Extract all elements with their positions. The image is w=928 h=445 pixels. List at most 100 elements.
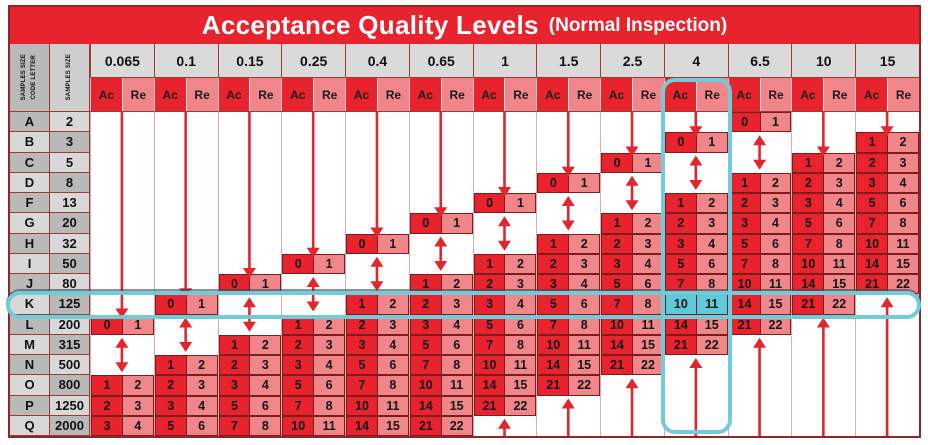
re-value-cell: 22 (569, 375, 601, 396)
empty-cell (600, 193, 664, 214)
aql-level-header: 2.5 (600, 44, 664, 78)
re-value-cell: 11 (824, 253, 856, 274)
code-letter-cell: O (10, 375, 50, 396)
ac-header: Ac (791, 78, 824, 111)
ac-value-cell: 3 (218, 375, 251, 396)
re-value-cell: 8 (314, 395, 346, 416)
empty-cell (90, 274, 154, 295)
ac-value-cell: 0 (218, 274, 251, 295)
re-value-cell: 4 (377, 334, 409, 355)
table-row: H 32 0 1 1 2 2 3 3 4 5 6 7 8 10 11 (10, 233, 919, 254)
re-value-cell: 6 (377, 355, 409, 376)
value-cell: 14 15 (791, 274, 856, 295)
sample-size-cell: 3 (50, 132, 90, 153)
ac-value-cell: 5 (282, 375, 315, 396)
re-value-cell: 2 (314, 314, 346, 335)
re-value-cell: 6 (186, 415, 218, 436)
value-cell: 10 11 (472, 355, 537, 376)
ac-re-header-group: Ac Re (408, 78, 473, 112)
empty-cell (345, 112, 409, 133)
ac-value-cell: 10 (346, 395, 378, 416)
re-value-cell: 3 (569, 253, 601, 274)
empty-cell (791, 415, 855, 436)
empty-cell (90, 193, 154, 214)
ac-value-cell: 2 (664, 213, 697, 234)
empty-cell (536, 112, 600, 133)
re-value-cell: 11 (505, 355, 537, 376)
ac-value-cell: 2 (346, 314, 378, 335)
ac-value-cell: 7 (409, 355, 442, 376)
re-value-cell: 1 (633, 152, 664, 173)
empty-cell (536, 132, 600, 153)
re-value-cell: 11 (314, 415, 346, 436)
table-row: Q 2000 3 4 5 6 7 8 10 11 14 15 21 22 (10, 415, 919, 436)
re-value-cell: 6 (633, 274, 664, 295)
empty-cell (472, 415, 537, 436)
re-value-cell: 2 (186, 355, 218, 376)
sample-size-cell: 315 (50, 334, 90, 355)
empty-cell (90, 233, 154, 254)
re-value-cell: 6 (888, 193, 919, 214)
ac-value-cell: 2 (601, 233, 634, 254)
ac-value-cell: 1 (856, 132, 889, 153)
ac-value-cell: 2 (537, 253, 570, 274)
table-row: O 800 1 2 2 3 3 4 5 6 7 8 10 11 14 15 21 22 (10, 375, 919, 396)
re-value-cell: 22 (633, 355, 664, 376)
empty-cell (408, 172, 473, 193)
code-letter-cell: C (10, 152, 50, 173)
sample-size-cell: 50 (50, 253, 90, 274)
re-value-cell: 4 (505, 294, 537, 315)
ac-value-cell: 3 (154, 395, 187, 416)
ac-value-cell: 2 (856, 152, 889, 173)
empty-cell (90, 294, 154, 315)
ac-value-cell: 3 (473, 294, 506, 315)
re-value-cell: 15 (824, 274, 856, 295)
re-value-cell: 2 (888, 132, 919, 153)
empty-cell (536, 415, 600, 436)
value-cell: 21 22 (855, 274, 919, 295)
value-cell: 14 15 (855, 253, 919, 274)
empty-cell (217, 132, 282, 153)
re-value-cell: 4 (696, 233, 728, 254)
ac-value-cell: 2 (282, 334, 315, 355)
ac-value-cell: 0 (282, 253, 315, 274)
sample-size-cell: 1250 (50, 395, 90, 416)
ac-value-cell: 5 (218, 395, 251, 416)
empty-cell (472, 233, 537, 254)
ac-value-cell: 7 (601, 294, 634, 315)
sample-size-cell: 500 (50, 355, 90, 376)
ac-value-cell: 1 (346, 294, 378, 315)
ac-value-cell: 7 (664, 274, 697, 295)
re-value-cell: 2 (377, 294, 409, 315)
re-value-cell: 2 (824, 152, 856, 173)
ac-header: Ac (345, 78, 377, 111)
re-value-cell: 6 (824, 213, 856, 234)
aql-table: Acceptance Quality Levels (Normal Inspec… (6, 5, 921, 438)
empty-cell (90, 253, 154, 274)
ac-re-header-group: Ac Re (472, 78, 537, 112)
re-value-cell: 11 (888, 233, 919, 254)
empty-cell (345, 213, 409, 234)
code-letter-cell: D (10, 172, 50, 193)
ac-value-cell: 21 (664, 334, 697, 355)
empty-cell (345, 132, 409, 153)
empty-cell (281, 274, 345, 295)
ac-value-cell: 14 (537, 355, 570, 376)
ac-value-cell: 10 (601, 314, 634, 335)
ac-value-cell: 1 (792, 152, 825, 173)
